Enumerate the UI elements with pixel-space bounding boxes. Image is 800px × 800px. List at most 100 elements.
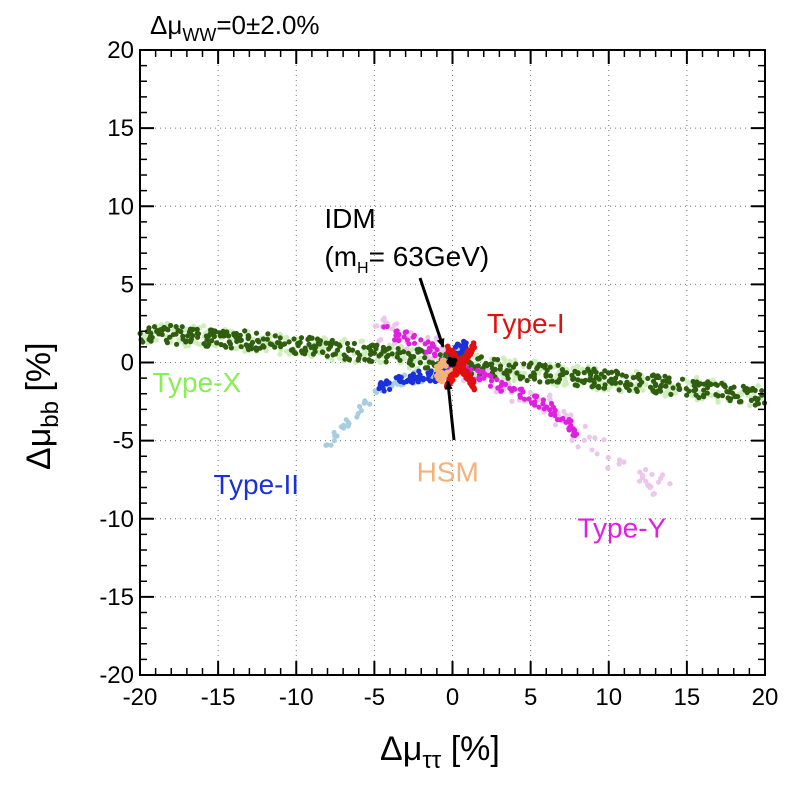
type-x-point — [588, 370, 594, 376]
type-x-point — [386, 345, 392, 351]
type-y-point-light — [621, 459, 627, 465]
type-x-point — [559, 367, 566, 373]
type-x-point — [654, 388, 661, 394]
type-x-point — [362, 356, 368, 363]
x-tick-label: 20 — [752, 684, 779, 711]
hsm-point — [443, 363, 449, 369]
type-x-point — [312, 349, 318, 355]
type-ii-point — [401, 379, 407, 385]
type-x-point — [569, 372, 575, 378]
type-x-point — [759, 388, 765, 394]
type-x-point — [683, 386, 689, 392]
type-y-point-light — [425, 334, 431, 341]
type-y-point-light — [586, 434, 593, 440]
type-x-point — [572, 382, 578, 388]
type-x-point — [302, 351, 308, 357]
type-x-point — [554, 379, 560, 385]
type-x-point — [315, 340, 321, 346]
type-y-point — [540, 401, 546, 407]
type-ii-point — [428, 368, 434, 374]
idm-label: IDM — [324, 203, 375, 234]
type-x-point — [487, 361, 493, 367]
type-y-point-light — [493, 389, 499, 395]
type-x-point — [173, 331, 179, 337]
type-x-point-light — [358, 338, 364, 344]
type-x-point — [714, 382, 720, 388]
type-y-point-light — [594, 451, 600, 457]
type-x-point — [719, 380, 725, 386]
type-i-point — [448, 376, 455, 382]
type-y-point — [532, 399, 538, 405]
type-i-point — [464, 376, 471, 382]
type-x-point — [367, 351, 374, 357]
type-x-point — [214, 340, 220, 346]
type-ii-point — [427, 378, 433, 384]
type-x-point — [705, 379, 711, 385]
type-x-point — [146, 325, 152, 331]
type-ii-point — [460, 348, 466, 354]
type-y-point — [401, 334, 407, 340]
type-x-point — [713, 392, 719, 398]
type-x-point — [668, 391, 674, 397]
type-x-point — [168, 322, 174, 329]
type-x-point — [161, 324, 167, 330]
x-tick-label: 0 — [446, 684, 459, 711]
type-x-point — [542, 362, 548, 368]
type-x-point — [543, 371, 549, 377]
type-ii-point-light — [367, 401, 373, 407]
type-x-point — [341, 352, 347, 358]
type-x-point — [608, 376, 614, 382]
type-x-point — [536, 361, 543, 367]
type-y-point-light — [568, 412, 574, 418]
type-x-point-light — [521, 370, 527, 376]
type-ii-point — [381, 388, 387, 394]
type-x-point — [373, 345, 379, 352]
type-x-point — [238, 344, 244, 350]
type-x-point-light — [277, 351, 283, 357]
type-y-point — [402, 329, 408, 335]
type-y-point-light — [648, 484, 654, 490]
idm-point — [451, 357, 457, 364]
type-x-point — [237, 336, 243, 342]
type-y-point-light — [569, 437, 575, 444]
type-x-point — [405, 350, 411, 356]
type-y-point-light — [658, 475, 664, 481]
type-y-point-light — [563, 412, 569, 418]
type-y-point — [488, 373, 494, 379]
type-x-point — [163, 337, 169, 343]
type-y-point-light — [649, 471, 655, 477]
type-ii-point — [415, 378, 421, 384]
type-x-point-light — [562, 378, 569, 384]
type-y-point-light — [616, 461, 622, 467]
type-x-point — [581, 370, 587, 376]
type-x-point — [625, 382, 631, 388]
type-x-point — [645, 375, 651, 381]
type-y-point-light — [605, 454, 611, 461]
type-x-point — [314, 336, 321, 342]
type-i-point — [469, 343, 475, 350]
x-tick-label: -20 — [123, 684, 158, 711]
type-x-point — [548, 373, 554, 379]
plot-frame — [139, 49, 766, 676]
type-x-point — [272, 333, 278, 339]
type-y-point — [551, 410, 557, 416]
type-x-point — [611, 380, 617, 386]
type-y-point — [422, 341, 428, 347]
type-x-point — [253, 330, 260, 336]
type-x-point — [201, 341, 207, 347]
type-x-point-light — [323, 336, 329, 342]
type-x-point — [658, 382, 664, 388]
type-y-point — [547, 407, 553, 413]
type-x-point — [195, 331, 202, 337]
type-y-point — [522, 396, 528, 402]
type-x-point — [517, 374, 523, 380]
type-x-point-light — [336, 355, 343, 361]
type-ii-point-light — [331, 429, 337, 436]
type-y-point-light — [636, 478, 643, 484]
x-tick-label: -15 — [201, 684, 236, 711]
type-y-point-light — [605, 465, 611, 471]
type-x-point — [596, 383, 602, 389]
type-x-point — [534, 366, 540, 372]
type-x-point — [264, 336, 270, 342]
type-i-point — [444, 343, 451, 350]
